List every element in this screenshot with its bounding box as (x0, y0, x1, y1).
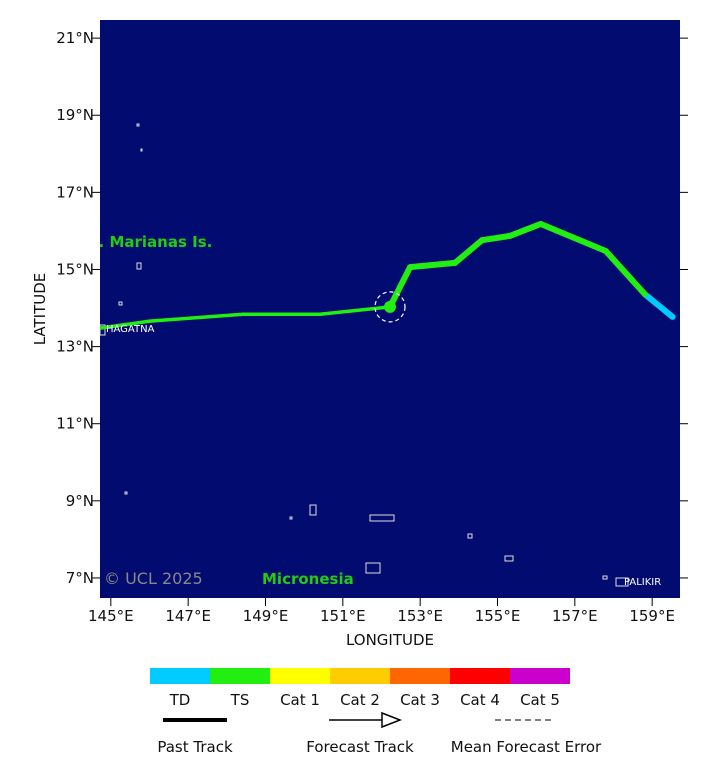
x-tick-label: 149°E (243, 607, 289, 625)
y-tick-label: 21°N (56, 29, 94, 47)
copyright: © UCL 2025 (104, 569, 203, 588)
past-track-segment (602, 247, 648, 298)
category-swatch (510, 668, 570, 684)
y-tick-label: 17°N (56, 183, 94, 201)
x-tick-label: 155°E (475, 607, 521, 625)
category-label: Cat 2 (340, 691, 380, 709)
current-position (384, 300, 396, 313)
past-track-segment (407, 259, 458, 271)
y-tick-label: 9°N (66, 492, 94, 510)
category-swatch (150, 668, 210, 684)
y-tick-label: 11°N (56, 415, 94, 433)
region-label: Micronesia (262, 570, 354, 588)
category-label: Cat 5 (520, 691, 560, 709)
forecast-error-circle (374, 291, 406, 323)
category-label: Cat 4 (460, 691, 500, 709)
category-swatch (210, 668, 270, 684)
past-track-segment (387, 264, 414, 310)
legend-label: Mean Forecast Error (451, 738, 602, 755)
y-tick-label: 19°N (56, 106, 94, 124)
category-swatch (270, 668, 330, 684)
islands (100, 123, 629, 587)
category-swatch (390, 668, 450, 684)
y-axis-title: LATITUDE (31, 273, 49, 346)
forecast-track (100, 305, 391, 330)
x-tick-label: 159°E (629, 607, 675, 625)
category-label: Cat 1 (280, 691, 320, 709)
past-track-segment (506, 220, 544, 239)
category-swatch (330, 668, 390, 684)
past-track-segment (479, 232, 513, 244)
x-axis-title: LONGITUDE (346, 631, 434, 649)
city-label: HAGATNA (106, 324, 155, 335)
track-layer (100, 220, 676, 330)
x-tick-label: 145°E (88, 607, 134, 625)
y-tick-label: 13°N (56, 338, 94, 356)
y-tick-label: 15°N (56, 260, 94, 278)
past-track-segment (641, 291, 676, 320)
category-label: Cat 3 (400, 691, 440, 709)
category-label: TD (169, 691, 191, 709)
x-tick-label: 153°E (397, 607, 443, 625)
x-tick-label: 147°E (165, 607, 211, 625)
category-label: TS (230, 691, 250, 709)
x-tick-label: 157°E (552, 607, 598, 625)
past-track-segment (451, 237, 486, 266)
annotations: N. Marianas Is. HAGATNA PALIKIR © UCL 20… (86, 233, 661, 588)
category-swatch (450, 668, 510, 684)
past-track-segment (537, 220, 609, 254)
city-label: PALIKIR (624, 577, 661, 588)
region-label: N. Marianas Is. (86, 233, 212, 251)
x-tick-label: 151°E (320, 607, 366, 625)
legend-label: Forecast Track (306, 738, 414, 755)
legend-label: Past Track (157, 738, 233, 755)
legend-arrow (381, 711, 403, 729)
y-tick-label: 7°N (66, 569, 94, 587)
